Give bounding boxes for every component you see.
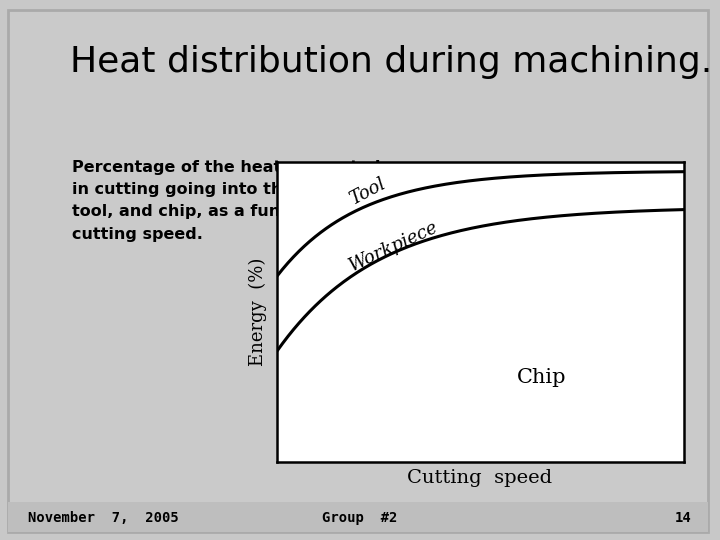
Text: Workpiece: Workpiece <box>346 218 441 275</box>
FancyBboxPatch shape <box>8 10 708 532</box>
Text: Group  #2: Group #2 <box>323 511 397 525</box>
Text: November  7,  2005: November 7, 2005 <box>28 511 179 525</box>
Text: Cutting  speed: Cutting speed <box>408 469 552 487</box>
Text: Chip: Chip <box>517 368 567 387</box>
FancyBboxPatch shape <box>8 502 708 532</box>
Text: Percentage of the heat generated
in cutting going into the work piece,
tool, and: Percentage of the heat generated in cutt… <box>72 160 403 241</box>
Text: Tool: Tool <box>346 175 389 209</box>
Text: Heat distribution during machining.: Heat distribution during machining. <box>70 45 712 79</box>
Text: Energy  (%): Energy (%) <box>249 258 267 366</box>
Text: 14: 14 <box>675 511 692 525</box>
